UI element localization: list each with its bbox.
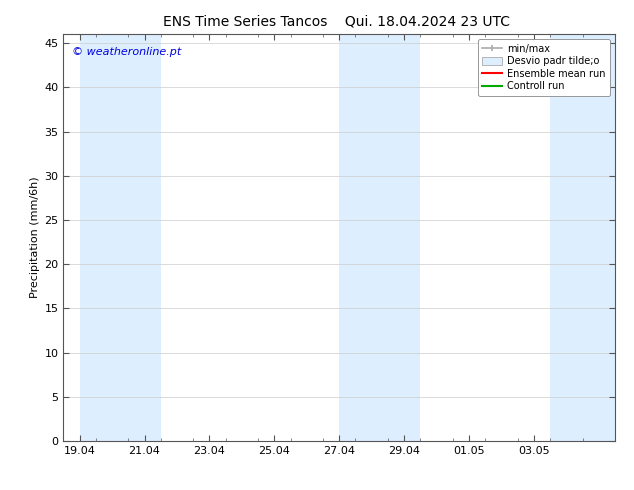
Text: ENS Time Series Tancos    Qui. 18.04.2024 23 UTC: ENS Time Series Tancos Qui. 18.04.2024 2…	[162, 15, 510, 29]
Bar	[550, 34, 615, 441]
Text: © weatheronline.pt: © weatheronline.pt	[72, 47, 181, 56]
Bar	[339, 34, 420, 441]
Bar	[80, 34, 161, 441]
Legend: min/max, Desvio padr tilde;o, Ensemble mean run, Controll run: min/max, Desvio padr tilde;o, Ensemble m…	[477, 39, 610, 96]
Y-axis label: Precipitation (mm/6h): Precipitation (mm/6h)	[30, 177, 40, 298]
